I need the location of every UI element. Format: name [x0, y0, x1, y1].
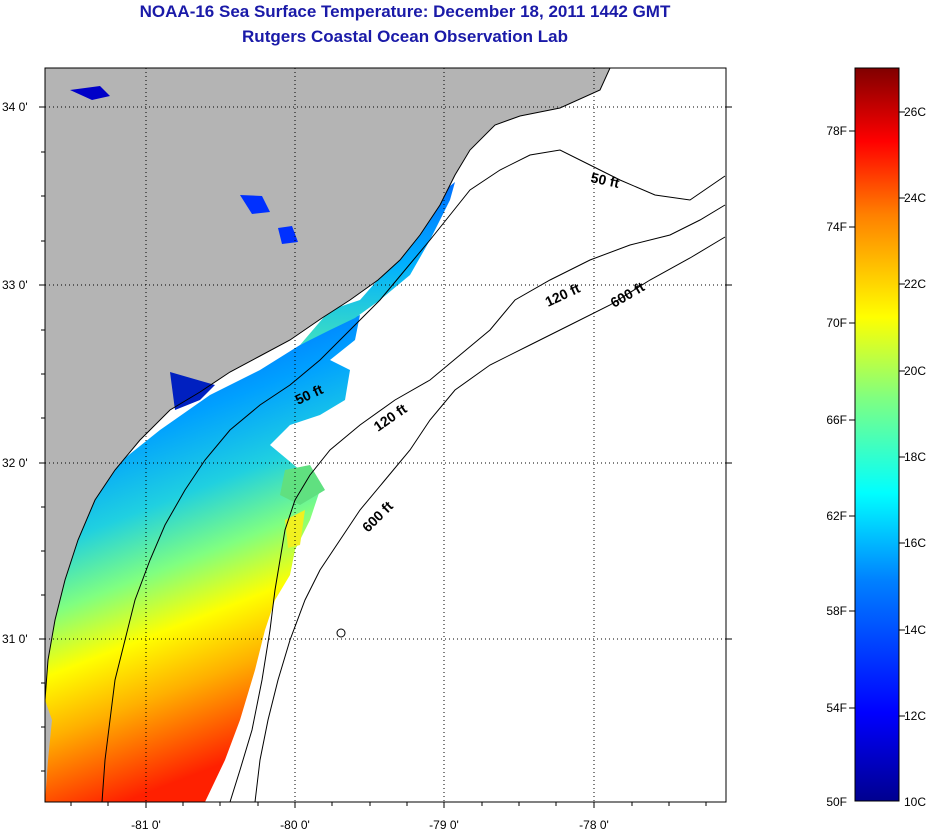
celsius-label: 18C	[904, 450, 926, 464]
seamount-contour	[336, 628, 346, 638]
fahrenheit-label: 70F	[826, 316, 847, 330]
celsius-label: 26C	[904, 105, 926, 119]
fahrenheit-label: 62F	[826, 509, 847, 523]
celsius-label: 24C	[904, 191, 926, 205]
lat-tick-label: 34 0'	[2, 100, 28, 114]
longitude-labels: -81 0' -80 0' -79 0' -78 0'	[131, 818, 609, 832]
sst-patch-green	[280, 465, 325, 505]
fahrenheit-label: 66F	[826, 413, 847, 427]
lake-blue-2	[278, 226, 298, 244]
axis-ticks	[39, 106, 732, 808]
latitude-labels: 34 0' 33 0' 32 0' 31 0'	[2, 100, 28, 646]
lat-tick-label: 33 0'	[2, 278, 28, 292]
fahrenheit-label: 50F	[826, 795, 847, 809]
fahrenheit-label: 78F	[826, 124, 847, 138]
lon-tick-label: -79 0'	[429, 818, 459, 832]
fahrenheit-labels: 78F 74F 70F 66F 62F 58F 54F 50F	[826, 124, 847, 809]
sst-data-swath	[45, 315, 360, 802]
fahrenheit-label: 54F	[826, 701, 847, 715]
isobath-600ft	[254, 236, 726, 802]
land-mass-south	[45, 700, 52, 802]
graticule	[45, 68, 726, 802]
lake-blue-1	[240, 195, 270, 214]
sound-blue	[170, 372, 215, 410]
map-frame	[44, 67, 727, 803]
land-mass	[45, 68, 610, 700]
lon-tick-label: -78 0'	[579, 818, 609, 832]
lon-tick-label: -80 0'	[280, 818, 310, 832]
color-bar-ticks	[849, 111, 905, 717]
celsius-label: 12C	[904, 709, 926, 723]
isobath-label: 50 ft	[589, 169, 621, 191]
color-bar	[854, 67, 900, 802]
fahrenheit-label: 74F	[826, 220, 847, 234]
lon-tick-label: -81 0'	[131, 818, 161, 832]
isobath-120ft	[229, 204, 726, 802]
map-title: NOAA-16 Sea Surface Temperature: Decembe…	[139, 2, 671, 21]
celsius-label: 20C	[904, 364, 926, 378]
celsius-label: 10C	[904, 795, 926, 809]
map-subtitle: Rutgers Coastal Ocean Observation Lab	[242, 27, 568, 46]
celsius-label: 14C	[904, 623, 926, 637]
inlet-blue	[70, 86, 110, 100]
lat-tick-label: 32 0'	[2, 456, 28, 470]
coastline	[45, 68, 611, 701]
celsius-labels: 26C 24C 22C 20C 18C 16C 14C 12C 10C	[904, 105, 926, 809]
celsius-label: 22C	[904, 277, 926, 291]
lat-tick-label: 31 0'	[2, 632, 28, 646]
fahrenheit-label: 58F	[826, 604, 847, 618]
isobath-50ft	[101, 149, 726, 802]
celsius-label: 16C	[904, 536, 926, 550]
